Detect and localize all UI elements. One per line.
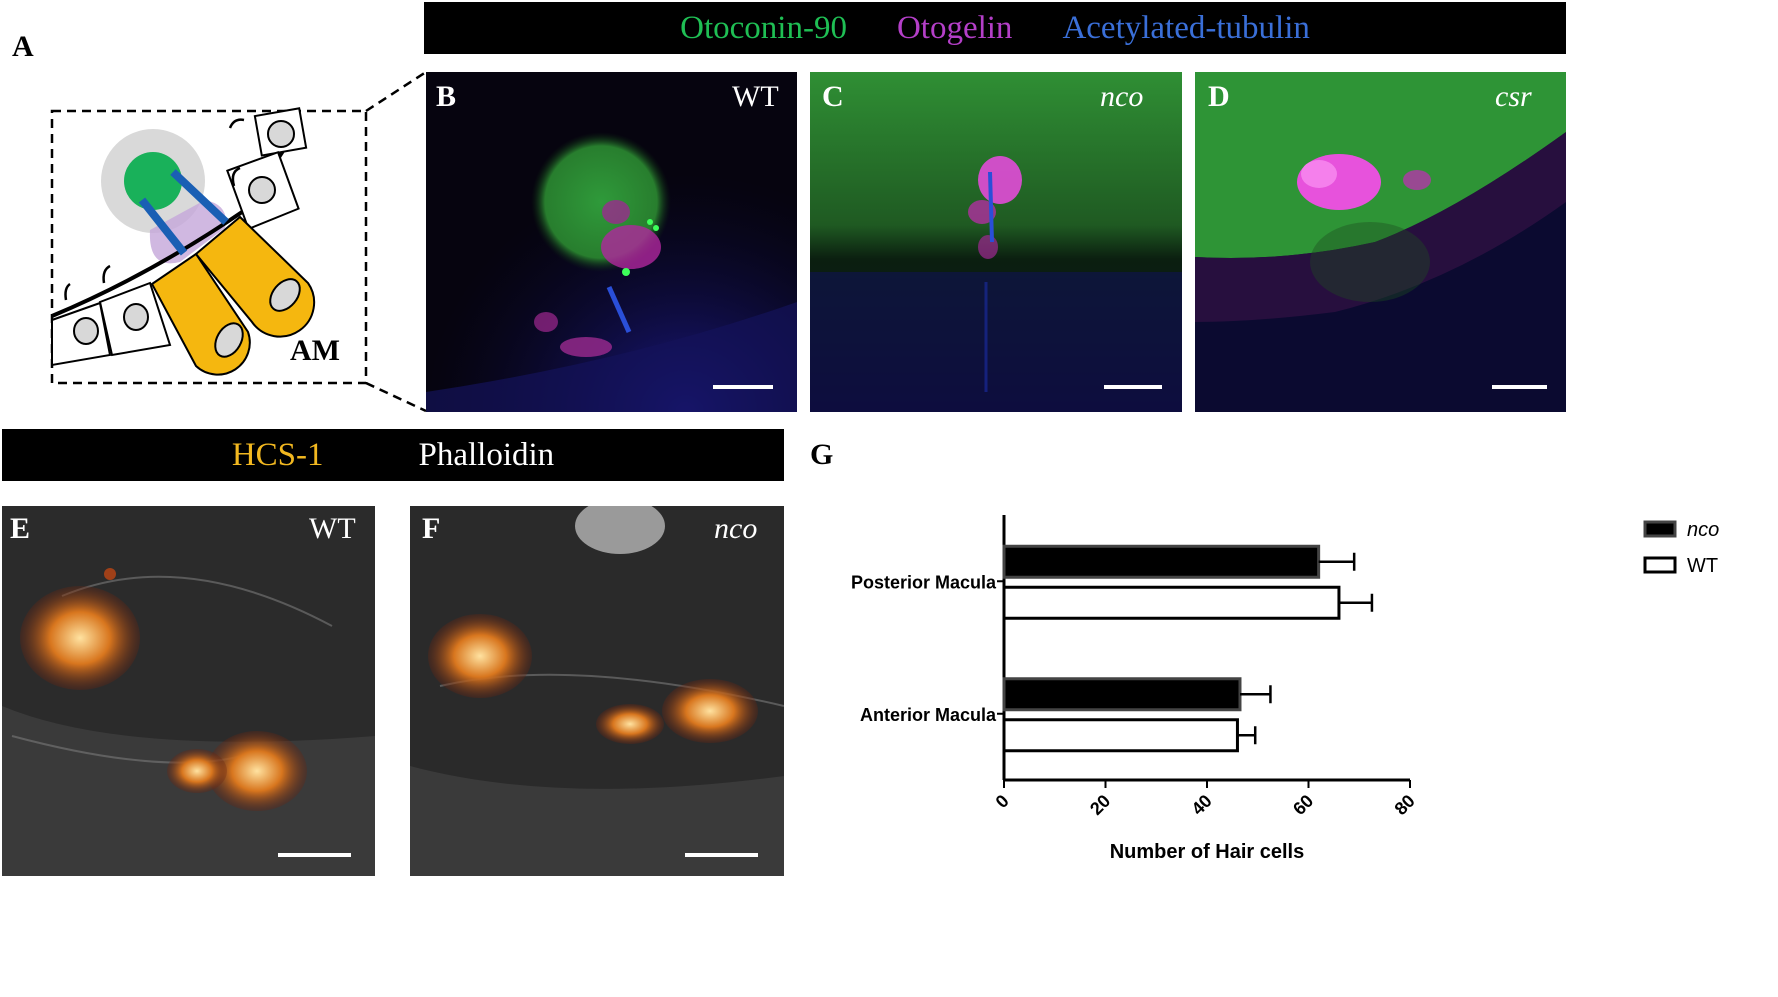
x-tick-label: 80 [1391, 791, 1419, 819]
panel-d-image [1195, 72, 1566, 412]
panel-c-label: C [822, 80, 844, 113]
panel-d-genotype: csr [1495, 80, 1532, 113]
category-label: Posterior Macula [851, 572, 997, 592]
scale-bar-c [1104, 385, 1162, 389]
x-tick-label: 40 [1188, 791, 1216, 819]
x-tick-label: 60 [1289, 791, 1317, 819]
panel-b-genotype: WT [732, 80, 779, 113]
panel-c-image [810, 72, 1182, 412]
bottom-stain-header: HCS-1 Phalloidin [2, 429, 784, 481]
tubulin-label: Acetylated-tubulin [1062, 9, 1310, 46]
legend-label: nco [1687, 519, 1719, 541]
hcs1-label: HCS-1 [231, 436, 324, 473]
panel-b-label: B [436, 80, 457, 113]
otolith-schematic [50, 70, 427, 413]
panel-f-image [410, 506, 784, 876]
category-label: Anterior Macula [860, 705, 997, 725]
panel-d-label: D [1208, 80, 1230, 113]
panel-g-label: G [810, 438, 834, 471]
panel-f-label: F [422, 512, 441, 545]
panel-e-image [2, 506, 375, 876]
bar [1002, 544, 1321, 579]
otogelin-label: Otogelin [896, 9, 1013, 46]
x-axis-label: Number of Hair cells [1110, 841, 1305, 863]
scale-bar-f [685, 853, 758, 857]
scale-bar-b [713, 385, 773, 389]
x-tick-label: 0 [992, 791, 1013, 812]
top-stain-header: Otoconin-90 Otogelin Acetylated-tubulin [424, 2, 1566, 54]
scale-bar-d [1492, 385, 1547, 389]
scale-bar-e [278, 853, 351, 857]
panel-c-genotype: nco [1100, 80, 1144, 113]
legend-label: WT [1687, 555, 1718, 577]
legend-swatch [1643, 520, 1677, 538]
otoconin-label: Otoconin-90 [680, 9, 847, 46]
hair-cell-bar-chart: 0 20 40 60 80 Number of Hair cells Posterior M… [851, 515, 1719, 863]
phalloidin-label: Phalloidin [418, 436, 555, 473]
panel-a-label: A [12, 30, 34, 63]
panel-e-genotype: WT [309, 512, 356, 545]
x-tick-label: 20 [1086, 791, 1114, 819]
panel-b-image [426, 72, 797, 412]
bar [1002, 585, 1341, 620]
am-label: AM [290, 334, 340, 367]
bar [1002, 718, 1239, 753]
legend-swatch [1643, 556, 1677, 574]
panel-e-label: E [10, 512, 31, 545]
panel-f-genotype: nco [714, 512, 758, 545]
bar [1002, 677, 1242, 712]
